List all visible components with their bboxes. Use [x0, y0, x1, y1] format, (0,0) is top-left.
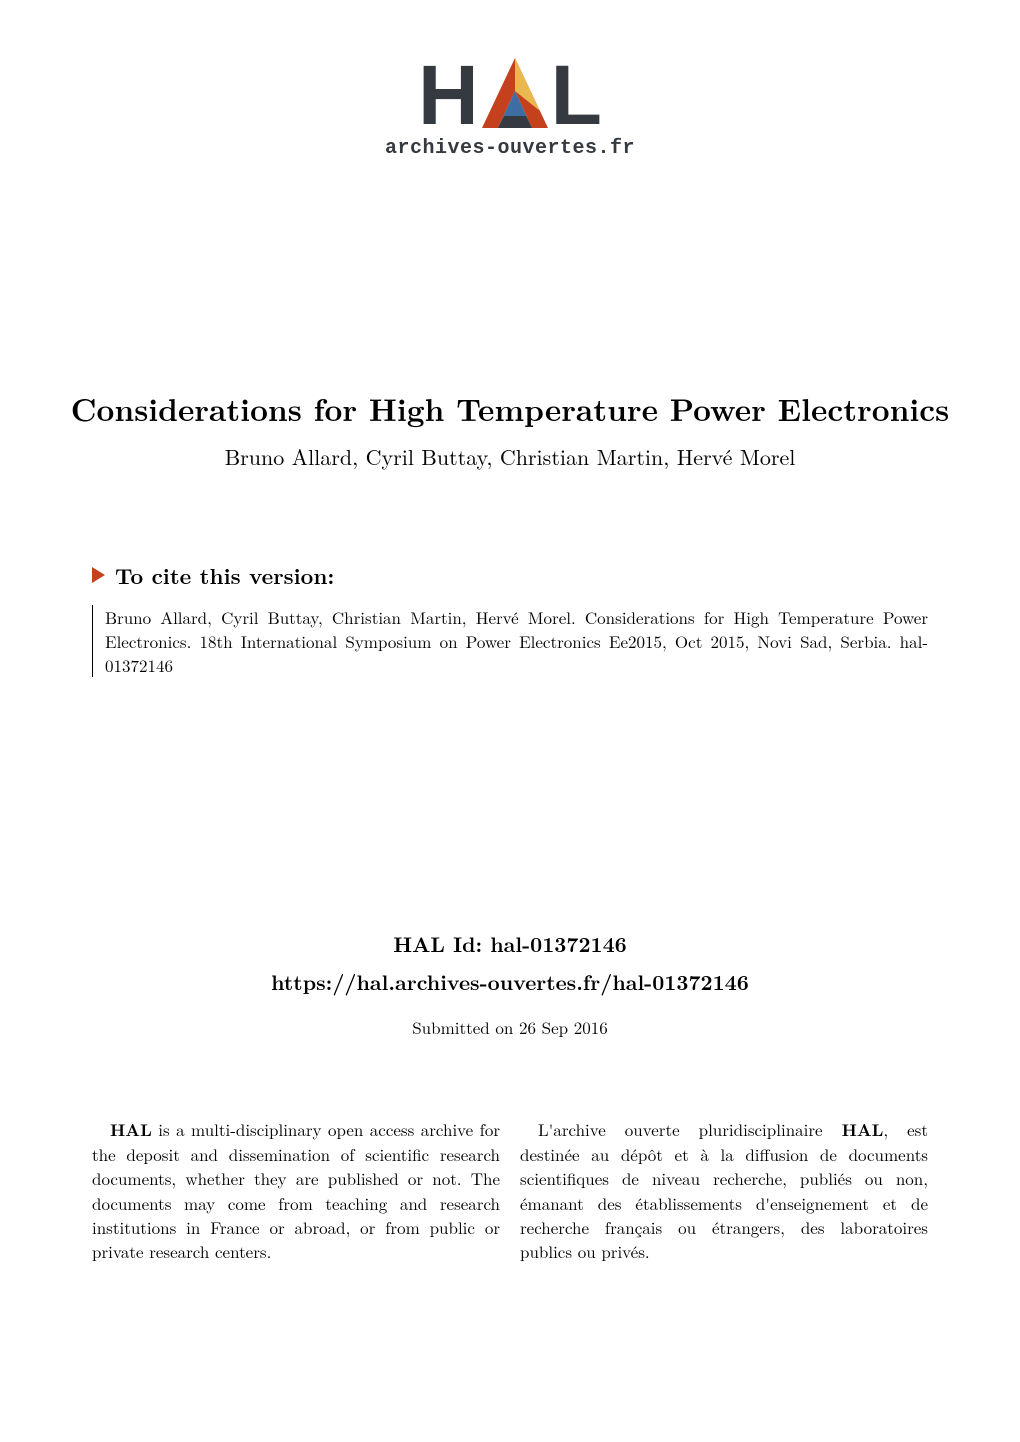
- left-column: HAL is a multi-disciplinary open access …: [92, 1117, 500, 1263]
- cite-section: To cite this version: Bruno Allard, Cyri…: [0, 560, 1020, 677]
- hal-logo: H L archives-ouvertes.fr: [385, 58, 635, 160]
- cite-body: Bruno Allard, Cyril Buttay, Christian Ma…: [92, 605, 928, 677]
- triangle-icon: [92, 567, 105, 583]
- hal-url[interactable]: https://hal.archives-ouvertes.fr/hal-013…: [70, 967, 950, 997]
- paper-title: Considerations for High Temperature Powe…: [70, 390, 950, 429]
- left-rest: is a multi-disciplinary open access arch…: [92, 1117, 500, 1263]
- hal-bold-left: HAL: [110, 1118, 152, 1142]
- hal-id-block: HAL Id: hal-01372146 https://hal.archive…: [0, 929, 1020, 1039]
- hal-bold-right: HAL: [842, 1118, 884, 1142]
- hal-logo-letters: H L: [418, 58, 602, 131]
- cite-header-text: To cite this version:: [115, 560, 334, 591]
- right-pre: L'archive ouverte pluridisciplinaire: [538, 1117, 842, 1141]
- right-column-text: L'archive ouverte pluridisciplinaire HAL…: [520, 1117, 928, 1263]
- hal-logo-container: H L archives-ouvertes.fr: [0, 0, 1020, 160]
- right-column: L'archive ouverte pluridisciplinaire HAL…: [520, 1117, 928, 1263]
- hal-id: HAL Id: hal-01372146: [70, 929, 950, 959]
- submitted-date: Submitted on 26 Sep 2016: [70, 1015, 950, 1039]
- logo-letter-l: L: [551, 60, 602, 131]
- left-column-text: HAL is a multi-disciplinary open access …: [92, 1117, 500, 1263]
- logo-subtitle: archives-ouvertes.fr: [385, 137, 635, 160]
- logo-letter-a-icon: [482, 58, 548, 128]
- cite-header: To cite this version:: [92, 560, 928, 591]
- paper-authors: Bruno Allard, Cyril Buttay, Christian Ma…: [70, 441, 950, 472]
- description-columns: HAL is a multi-disciplinary open access …: [0, 1117, 1020, 1263]
- logo-letter-h: H: [418, 60, 479, 131]
- title-block: Considerations for High Temperature Powe…: [0, 390, 1020, 472]
